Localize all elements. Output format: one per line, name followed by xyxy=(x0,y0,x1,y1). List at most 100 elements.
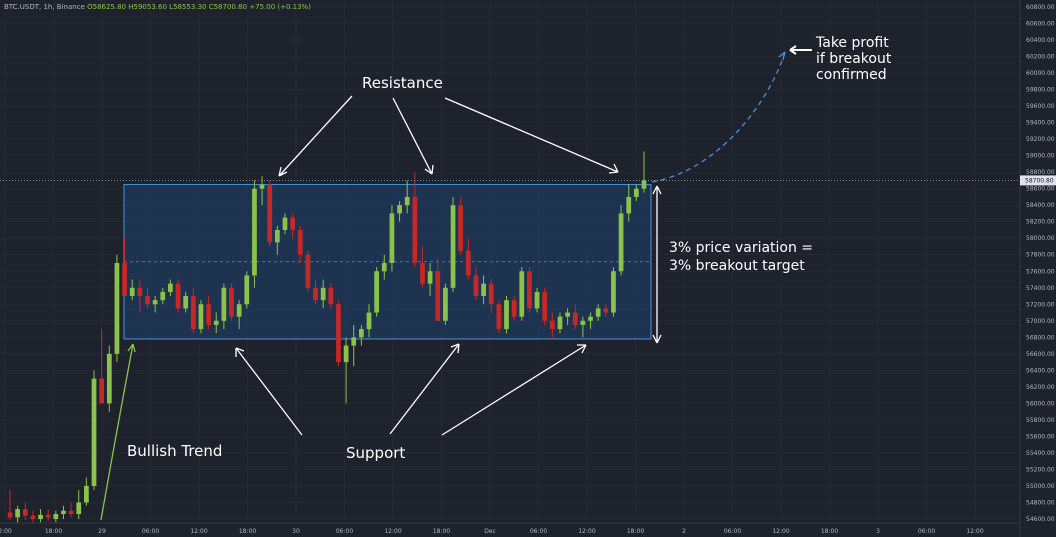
candle-body xyxy=(313,287,318,301)
y-tick-label: 55000.00 xyxy=(1026,483,1055,490)
candle xyxy=(557,312,563,334)
candle xyxy=(588,312,593,330)
candle xyxy=(389,205,395,272)
candle-body xyxy=(443,287,448,321)
candle-body xyxy=(114,263,120,354)
y-tick-label: 54800.00 xyxy=(1026,499,1055,506)
candle-body xyxy=(22,509,28,516)
candle xyxy=(106,345,112,412)
candle xyxy=(168,279,173,297)
candle-body xyxy=(320,287,326,301)
candle xyxy=(313,279,318,305)
y-tick-label: 58800.00 xyxy=(1026,169,1055,176)
candles[interactable] xyxy=(7,151,647,523)
candle-body xyxy=(549,320,555,330)
candle xyxy=(53,510,59,523)
y-tick-label: 54600.00 xyxy=(1026,516,1055,523)
candle xyxy=(229,283,234,321)
candle-body xyxy=(99,378,105,404)
y-tick-label: 59600.00 xyxy=(1026,103,1055,110)
variation-arrow xyxy=(652,185,662,344)
candle-body xyxy=(183,296,189,309)
candle-body xyxy=(122,263,127,297)
candle xyxy=(198,300,204,334)
support-arrow-3 xyxy=(441,344,587,436)
take-profit-line1: Take profit xyxy=(815,35,889,51)
x-tick-label: 06:00 xyxy=(142,528,159,535)
variation-label-line1: 3% price variation = xyxy=(669,240,813,256)
candle xyxy=(397,201,402,222)
candle-body xyxy=(633,188,639,197)
candle-body xyxy=(213,320,219,325)
candle-body xyxy=(91,378,97,486)
symbol-header: BTC.USDT, 1h, Binance O58625.80 H59053.6… xyxy=(4,3,311,11)
candle xyxy=(465,238,471,280)
candle-body xyxy=(106,353,112,404)
bullish-trend-arrowhead xyxy=(127,343,136,353)
candle xyxy=(542,287,548,325)
x-tick-label: 2:00 xyxy=(0,528,12,535)
candle xyxy=(443,283,448,325)
open-value: O58625.80 xyxy=(87,3,127,11)
take-profit-projection xyxy=(651,51,786,183)
candle-body xyxy=(618,213,624,272)
y-tick-label: 57800.00 xyxy=(1026,252,1055,259)
candle-body xyxy=(626,196,632,214)
candle-body xyxy=(259,184,265,189)
candle-body xyxy=(427,271,433,284)
candle-body xyxy=(611,271,616,313)
x-tick-label: 18:00 xyxy=(45,528,62,535)
candle-body xyxy=(465,250,471,276)
candle xyxy=(534,287,540,313)
candle-body xyxy=(137,287,143,297)
candle xyxy=(626,184,632,222)
y-tick-label: 55800.00 xyxy=(1026,417,1055,424)
candle-body xyxy=(412,196,418,263)
y-tick-label: 57000.00 xyxy=(1026,318,1055,325)
x-tick-label: 12:00 xyxy=(966,528,983,535)
resistance-arrow-2 xyxy=(392,97,434,175)
candle-body xyxy=(504,300,509,330)
candle xyxy=(336,300,341,367)
candle xyxy=(450,196,456,292)
x-tick-label: 12:00 xyxy=(772,528,789,535)
candle-body xyxy=(129,287,135,297)
candle-body xyxy=(389,213,395,263)
candle xyxy=(45,509,51,521)
x-tick-label: 12:00 xyxy=(384,528,401,535)
candle-body xyxy=(557,316,563,330)
y-tick-label: 56400.00 xyxy=(1026,367,1055,374)
candle xyxy=(84,477,89,506)
candle xyxy=(381,254,387,280)
time-axis[interactable]: 2:00 18:00 29 06:00 12:00 18:00 30 06:00 12:00 18… xyxy=(0,522,1020,535)
high-value: H59053.60 xyxy=(128,3,167,11)
candle xyxy=(38,509,43,523)
candle-body xyxy=(511,300,517,317)
price-axis[interactable]: 54600.00 54800.00 55000.00 55200.00 55400.00… xyxy=(1019,0,1055,537)
variation-label-line2: 3% breakout target xyxy=(669,258,805,274)
x-tick-label: 18:00 xyxy=(821,528,838,535)
x-tick-label: 30 xyxy=(292,528,300,535)
candle-body xyxy=(267,184,273,243)
candle-body xyxy=(336,304,341,363)
candle-body xyxy=(481,283,486,297)
y-tick-label: 56600.00 xyxy=(1026,351,1055,358)
candle xyxy=(290,213,295,239)
candle xyxy=(175,279,181,313)
y-tick-label: 55200.00 xyxy=(1026,466,1055,473)
candle xyxy=(595,304,601,321)
candle xyxy=(183,291,189,313)
candle-body xyxy=(343,345,349,363)
candle-body xyxy=(496,304,502,330)
support-label: Support xyxy=(346,444,405,462)
y-tick-label: 60400.00 xyxy=(1026,37,1055,44)
candle xyxy=(145,287,150,309)
candle-body xyxy=(61,510,66,515)
y-tick-label: 59800.00 xyxy=(1026,87,1055,94)
x-tick-label: 3 xyxy=(876,528,880,535)
y-tick-label: 57400.00 xyxy=(1026,285,1055,292)
candle xyxy=(435,258,441,321)
candle-body xyxy=(221,287,227,321)
candle xyxy=(427,263,433,297)
